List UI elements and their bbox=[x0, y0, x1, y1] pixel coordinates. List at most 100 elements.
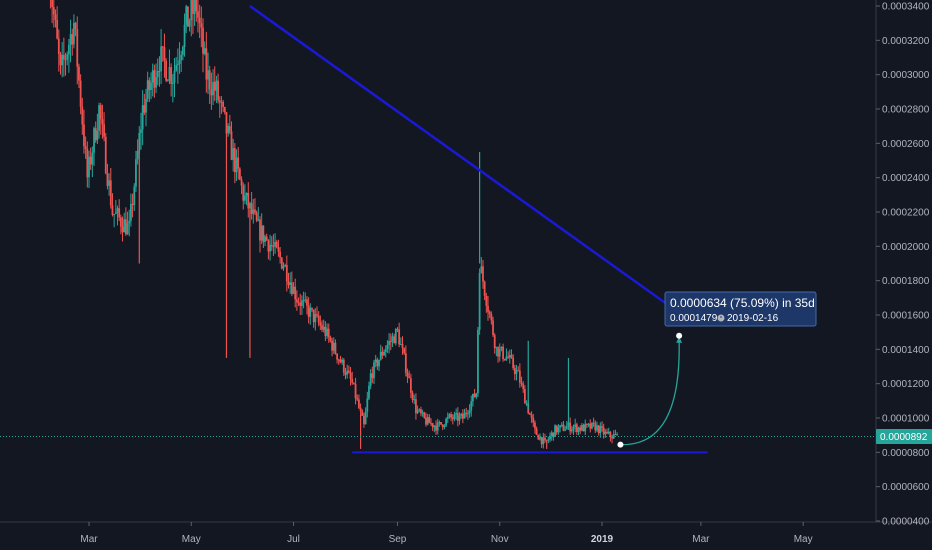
candle-body bbox=[275, 241, 278, 248]
candle-body bbox=[135, 159, 137, 187]
candle-body bbox=[146, 80, 149, 99]
candle-body bbox=[386, 344, 389, 350]
time-axis[interactable]: Mar May Jul Sep Nov 2019 Mar May bbox=[80, 522, 813, 545]
tooltip-target-price: 0.0001479 bbox=[670, 313, 718, 324]
candle-body bbox=[376, 359, 379, 367]
candle-body bbox=[478, 273, 481, 330]
candle-body bbox=[477, 329, 479, 394]
candle-body bbox=[418, 409, 421, 411]
candle-body bbox=[262, 225, 265, 243]
candle-body bbox=[431, 423, 434, 428]
candle-body bbox=[252, 209, 255, 214]
candle-body bbox=[235, 157, 238, 173]
candle-body bbox=[555, 425, 558, 433]
candle-body bbox=[285, 265, 288, 282]
candle-body bbox=[512, 357, 515, 369]
candle-body bbox=[254, 209, 256, 213]
candle-body bbox=[119, 217, 122, 227]
candle-body bbox=[346, 370, 349, 375]
candle-body bbox=[255, 212, 258, 221]
candle-body bbox=[520, 382, 523, 384]
price-tick-label: 0.0003000 bbox=[882, 70, 930, 81]
candle-body bbox=[492, 320, 494, 336]
candle-body bbox=[141, 105, 144, 130]
candle-body bbox=[420, 409, 422, 414]
candle-body bbox=[212, 82, 214, 96]
candle-body bbox=[498, 349, 501, 357]
candle-body bbox=[151, 70, 154, 83]
time-tick-label: Mar bbox=[80, 534, 98, 545]
candle-body bbox=[193, 0, 196, 14]
price-tick-label: 0.0002000 bbox=[882, 242, 930, 253]
current-price-tag: 0.0000892 bbox=[876, 429, 932, 445]
candle-body bbox=[440, 421, 442, 425]
candle-body bbox=[587, 423, 590, 425]
candle-body bbox=[93, 128, 95, 153]
candle-body bbox=[200, 23, 203, 28]
candle-body bbox=[57, 38, 60, 55]
candle-body bbox=[393, 336, 396, 344]
candle-body bbox=[215, 80, 218, 91]
candle-body bbox=[321, 325, 323, 330]
time-tick-label: 2019 bbox=[591, 534, 614, 545]
candle-body bbox=[168, 67, 171, 81]
projection-tooltip[interactable]: 0.0000634 (75.09%) in 35d 0.0001479 2019… bbox=[664, 291, 817, 327]
price-axis[interactable]: 0.0000400 0.0000600 0.0000800 0.0001000 0.00… bbox=[876, 2, 930, 528]
price-tick-label: 0.0001200 bbox=[882, 379, 930, 390]
price-tick-label: 0.0001600 bbox=[882, 311, 930, 322]
candle-body bbox=[339, 359, 342, 363]
candle-body bbox=[96, 130, 99, 141]
candle-body bbox=[197, 11, 199, 18]
candle-body bbox=[529, 413, 531, 415]
candle-body bbox=[190, 0, 193, 21]
projection-end-point[interactable] bbox=[676, 332, 683, 339]
candle-body bbox=[411, 392, 414, 400]
candle-body bbox=[158, 71, 161, 73]
candle-body bbox=[183, 24, 186, 47]
candle-body bbox=[554, 425, 556, 437]
candle-body bbox=[227, 126, 230, 134]
projection-start-point[interactable] bbox=[617, 441, 624, 448]
candle-body bbox=[607, 431, 610, 434]
candle-body bbox=[371, 373, 374, 379]
candle-body bbox=[160, 46, 162, 72]
time-tick-label: Sep bbox=[389, 534, 407, 545]
candle-body bbox=[312, 309, 315, 323]
candle-body bbox=[295, 299, 298, 303]
price-tick-label: 0.0001000 bbox=[882, 414, 930, 425]
candle-body bbox=[304, 299, 307, 301]
candle-body bbox=[76, 29, 79, 67]
candle-body bbox=[544, 437, 546, 440]
candle-body bbox=[517, 370, 520, 372]
descending-trendline[interactable] bbox=[249, 4, 695, 325]
projection-curve[interactable] bbox=[620, 341, 680, 446]
candle-body bbox=[188, 20, 191, 27]
candle-body bbox=[181, 46, 184, 55]
candle-body bbox=[368, 385, 370, 399]
candle-body bbox=[208, 70, 211, 90]
candle-body bbox=[319, 322, 322, 326]
candle-body bbox=[131, 203, 134, 206]
candle-body bbox=[228, 126, 231, 132]
candle-body bbox=[280, 257, 283, 269]
candle-body bbox=[389, 341, 392, 343]
candle-body bbox=[550, 432, 553, 437]
candle-body bbox=[302, 300, 305, 302]
candle-body bbox=[591, 422, 593, 429]
candle-body bbox=[294, 286, 297, 300]
candle-body bbox=[64, 59, 67, 61]
price-tick-label: 0.0000800 bbox=[882, 448, 930, 459]
candle-body bbox=[523, 389, 526, 404]
candle-body bbox=[116, 208, 119, 213]
candle-body bbox=[148, 80, 151, 91]
candle-body bbox=[502, 346, 504, 359]
candle-body bbox=[604, 431, 607, 435]
candle-body bbox=[71, 34, 74, 45]
candle-body bbox=[602, 427, 605, 435]
candle-body bbox=[381, 351, 384, 356]
candle-body bbox=[344, 372, 347, 375]
candle-body bbox=[564, 429, 567, 431]
candle-body bbox=[51, 0, 54, 8]
candle-body bbox=[505, 356, 508, 360]
